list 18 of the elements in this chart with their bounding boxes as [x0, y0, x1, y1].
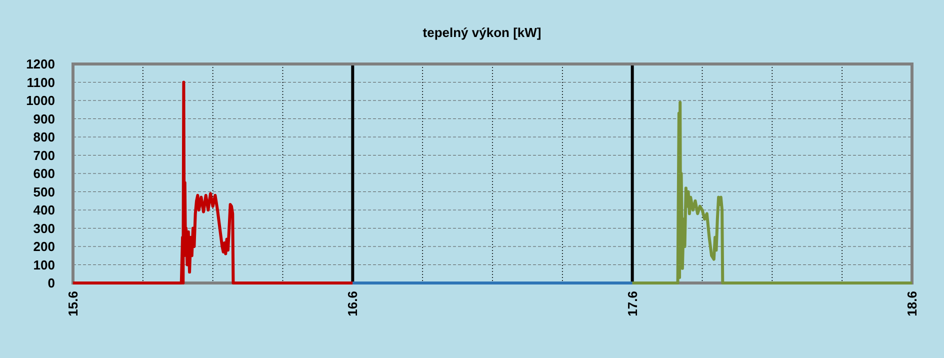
- y-tick-label: 600: [33, 166, 55, 182]
- y-tick-label: 400: [33, 202, 55, 218]
- y-tick-label: 900: [33, 111, 55, 126]
- y-tick-label: 200: [33, 239, 55, 254]
- y-tick-label: 500: [33, 184, 55, 200]
- x-tick-label: 17.6: [624, 291, 640, 316]
- y-tick-label: 300: [33, 220, 55, 236]
- y-tick-label: 700: [33, 148, 55, 163]
- y-tick-label: 100: [33, 257, 55, 272]
- y-tick-label: 1200: [26, 56, 55, 72]
- chart-title: tepelný výkon [kW]: [422, 25, 542, 40]
- y-tick-label: 0: [48, 276, 55, 291]
- x-tick-label: 18.6: [904, 291, 920, 316]
- y-tick-label: 1100: [26, 74, 55, 90]
- x-tick-label: 15.6: [66, 291, 81, 316]
- y-tick-label: 800: [33, 130, 55, 145]
- y-tick-label: 1000: [26, 93, 55, 108]
- x-tick-label: 16.6: [345, 291, 360, 316]
